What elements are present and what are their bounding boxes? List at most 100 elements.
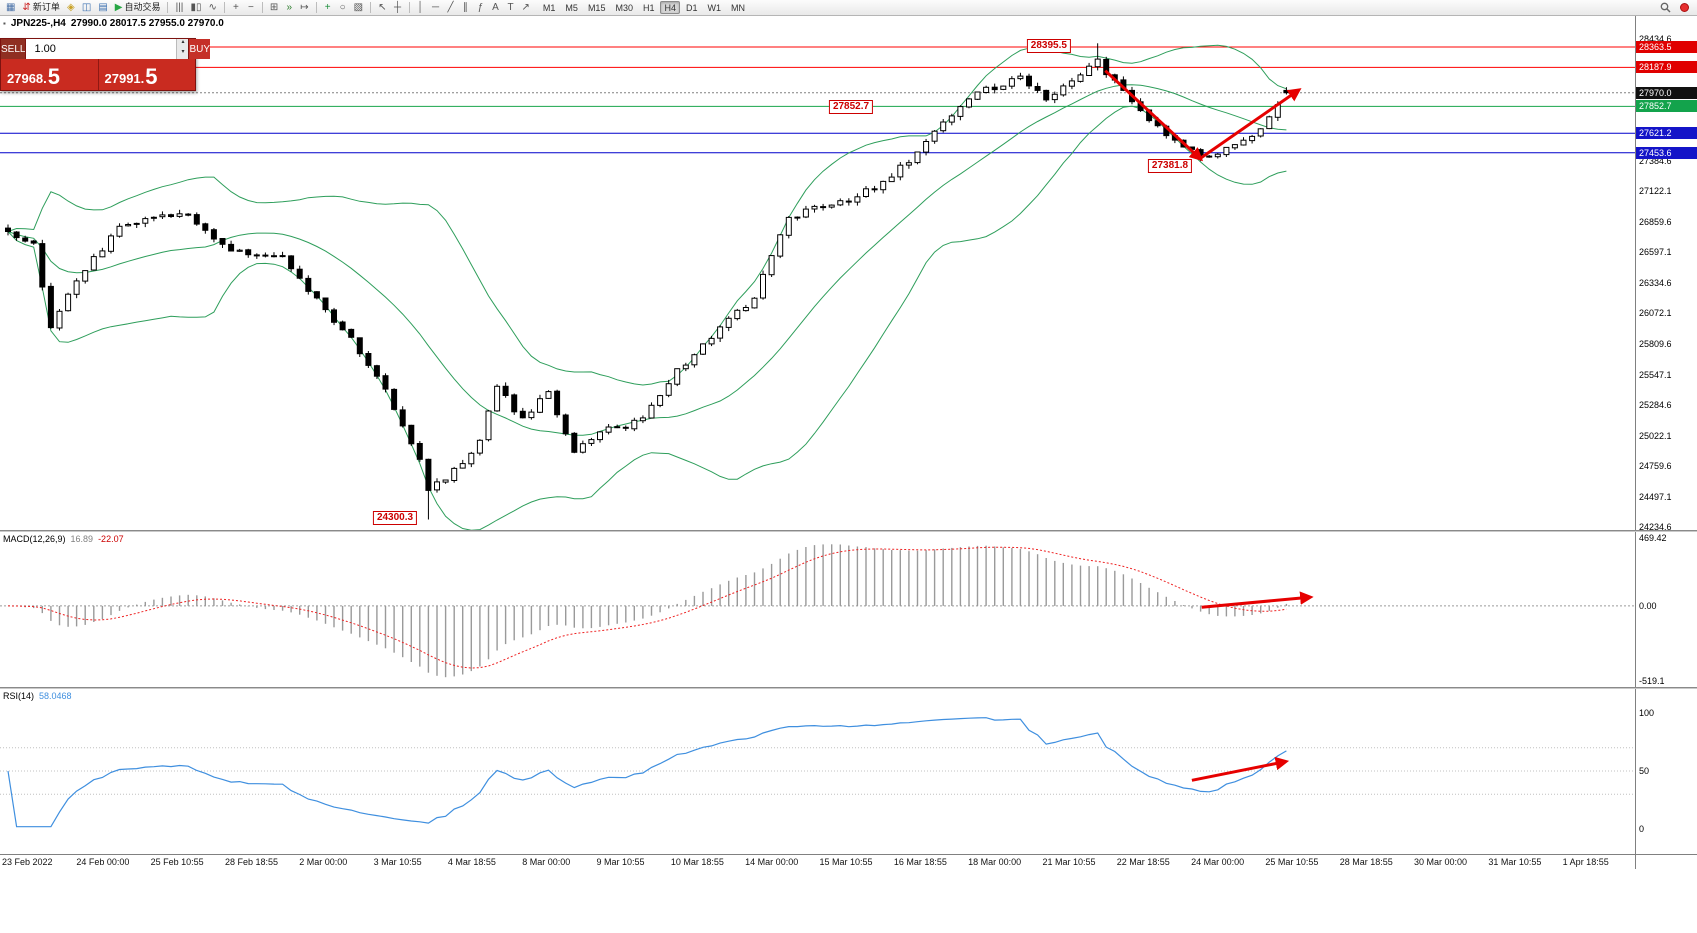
volume-increase-button[interactable]: ▴ — [177, 39, 189, 49]
timeframe-h4[interactable]: H4 — [660, 1, 680, 14]
time-axis-label: 2 Mar 00:00 — [299, 857, 348, 867]
price-annotation-label[interactable]: 27852.7 — [828, 99, 874, 114]
indicators-list-icon[interactable]: + — [324, 1, 331, 13]
toolbar-divider — [408, 2, 410, 13]
zoom-out-icon[interactable]: − — [247, 1, 254, 13]
price-axis-badge: 27852.7 — [1636, 100, 1697, 113]
rsi-canvas[interactable] — [0, 689, 1635, 854]
rsi-axis[interactable]: 100 50 0 — [1635, 689, 1697, 854]
timeframe-m5[interactable]: M5 — [565, 3, 578, 13]
fibonacci-icon[interactable]: ƒ — [477, 1, 484, 13]
timeframe-m30[interactable]: M30 — [615, 3, 633, 13]
buy-button[interactable]: BUY — [189, 39, 211, 59]
templates-icon[interactable]: ▧ — [353, 1, 364, 13]
pane-splitter[interactable] — [0, 687, 1697, 689]
price-axis-label: 28434.6 — [1639, 33, 1672, 44]
equidistant-channel-icon[interactable]: ∥ — [463, 1, 469, 13]
chart-symbol-period: JPN225-,H4 — [10, 18, 66, 29]
volume-spinner: ▴ ▾ — [176, 39, 189, 59]
chart-symbol-icon: ▪ — [3, 19, 6, 28]
price-axis-badge: 27970.0 — [1636, 86, 1697, 99]
auto-trading-button-label: 自动交易 — [124, 2, 161, 12]
price-axis-label: 25547.1 — [1639, 369, 1672, 380]
price-annotation-label[interactable]: 27381.8 — [1147, 159, 1193, 173]
pane-splitter[interactable] — [0, 530, 1697, 532]
time-axis-label: 25 Feb 10:55 — [150, 857, 204, 867]
macd-axis-label: 469.42 — [1639, 533, 1667, 543]
price-axis[interactable]: 28434.6 27384.6 27122.1 26859.6 26597.1 26334… — [1635, 16, 1697, 530]
time-axis-label: 30 Mar 00:00 — [1414, 857, 1468, 867]
price-axis-label: 27384.6 — [1639, 155, 1672, 166]
price-axis-label: 25284.6 — [1639, 400, 1672, 411]
trendline-icon[interactable]: ╱ — [447, 1, 454, 13]
toolbar-divider — [370, 2, 372, 13]
timeframe-mn[interactable]: MN — [731, 3, 746, 13]
timeframe-switcher: M1 M5 M15 M30 H1 H4 D1 W1 MN — [538, 1, 750, 14]
sell-price[interactable]: 27968. 5 — [1, 59, 99, 90]
timeframe-h1[interactable]: H1 — [642, 3, 655, 13]
crosshair-icon[interactable]: ┼ — [393, 1, 402, 13]
time-axis-label: 1 Apr 18:55 — [1562, 857, 1609, 867]
macd-axis[interactable]: 469.42 0.00 -519.1 — [1635, 532, 1697, 687]
market-watch-icon[interactable]: ◫ — [81, 1, 92, 13]
chart-window-icon[interactable]: ▦ — [6, 1, 16, 13]
toolbar-search-button[interactable] — [1657, 1, 1674, 15]
expert-advisors-icon[interactable]: ◈ — [67, 1, 75, 13]
price-axis-label: 26072.1 — [1639, 308, 1672, 319]
time-axis-label: 25 Mar 10:55 — [1265, 857, 1319, 867]
price-axis-badge: 28187.9 — [1636, 61, 1697, 74]
macd-axis-label: -519.1 — [1639, 676, 1665, 687]
chart-title: ▪ JPN225-,H4 27990.0 28017.5 27955.0 279… — [3, 18, 224, 29]
tile-windows-icon[interactable]: ⊞ — [269, 1, 279, 13]
time-axis-label: 9 Mar 10:55 — [596, 857, 645, 867]
price-axis-label: 25809.6 — [1639, 338, 1672, 349]
timeframe-m1[interactable]: M1 — [542, 3, 556, 13]
alert-indicator[interactable] — [1680, 3, 1689, 12]
price-chart-canvas[interactable] — [0, 16, 1635, 530]
text-label-icon[interactable]: T — [507, 1, 514, 13]
cursor-icon[interactable]: ↖ — [378, 1, 387, 13]
line-chart-type-icon[interactable]: ∿ — [208, 1, 217, 13]
toolbar-divider — [261, 2, 263, 13]
buy-price[interactable]: 27991. 5 — [99, 59, 196, 90]
navigator-icon[interactable]: ▤ — [98, 1, 108, 13]
horizontal-line-icon[interactable]: ─ — [431, 1, 440, 13]
one-click-trading-panel: SELL ▴ ▾ BUY 27968.5 27991.5 — [0, 38, 211, 91]
price-annotation-label[interactable]: 28395.5 — [1026, 39, 1071, 54]
time-axis-label: 18 Mar 00:00 — [968, 857, 1022, 867]
bar-chart-type-icon[interactable]: ||| — [175, 1, 184, 13]
time-axis[interactable]: 23 Feb 2022 24 Feb 00:00 25 Feb 10:55 28 Fe… — [0, 854, 1635, 869]
auto-scroll-icon[interactable]: » — [286, 1, 293, 13]
bottom-empty-area — [0, 870, 1697, 933]
macd-canvas[interactable] — [0, 532, 1635, 687]
zoom-in-icon[interactable]: + — [232, 1, 239, 13]
chart-shift-icon[interactable]: ↦ — [300, 1, 309, 13]
macd-pane[interactable]: MACD(12,26,9) 16.89 -22.07 — [0, 532, 1635, 687]
time-axis-label: 14 Mar 00:00 — [745, 857, 799, 867]
rsi-pane[interactable]: RSI(14) 58.0468 — [0, 689, 1635, 854]
timeframe-w1[interactable]: W1 — [707, 3, 722, 13]
timeframe-d1[interactable]: D1 — [686, 3, 698, 13]
axis-corner — [1635, 854, 1697, 869]
timeframe-m15[interactable]: M15 — [587, 3, 606, 13]
price-annotation-label[interactable]: 24300.3 — [372, 511, 418, 526]
price-axis-label: 26334.6 — [1639, 277, 1672, 288]
arrows-tool-icon[interactable]: ↗ — [521, 1, 530, 13]
macd-main-value: 16.89 — [70, 534, 94, 544]
text-icon[interactable]: A — [492, 1, 499, 13]
time-axis-label: 10 Mar 18:55 — [670, 857, 724, 867]
rsi-axis-label: 100 — [1639, 708, 1655, 718]
new-order-button[interactable]: ⇵ 新订单 — [19, 1, 62, 15]
candlestick-chart-type-icon[interactable]: ▮▯ — [190, 1, 202, 13]
rsi-name: RSI(14) — [3, 691, 35, 701]
rsi-axis-label: 0 — [1639, 824, 1645, 834]
sell-button[interactable]: SELL — [1, 39, 26, 59]
volume-decrease-button[interactable]: ▾ — [177, 49, 189, 59]
volume-input[interactable] — [26, 39, 177, 59]
vertical-line-icon[interactable]: │ — [417, 1, 424, 13]
price-axis-badge: 27621.2 — [1636, 127, 1697, 140]
macd-signal-value: -22.07 — [98, 534, 124, 544]
auto-trading-button[interactable]: ▶ 自动交易 — [112, 1, 164, 15]
price-chart-pane[interactable]: ▪ JPN225-,H4 27990.0 28017.5 27955.0 279… — [0, 16, 1635, 530]
periods-icon[interactable]: ○ — [339, 1, 346, 13]
